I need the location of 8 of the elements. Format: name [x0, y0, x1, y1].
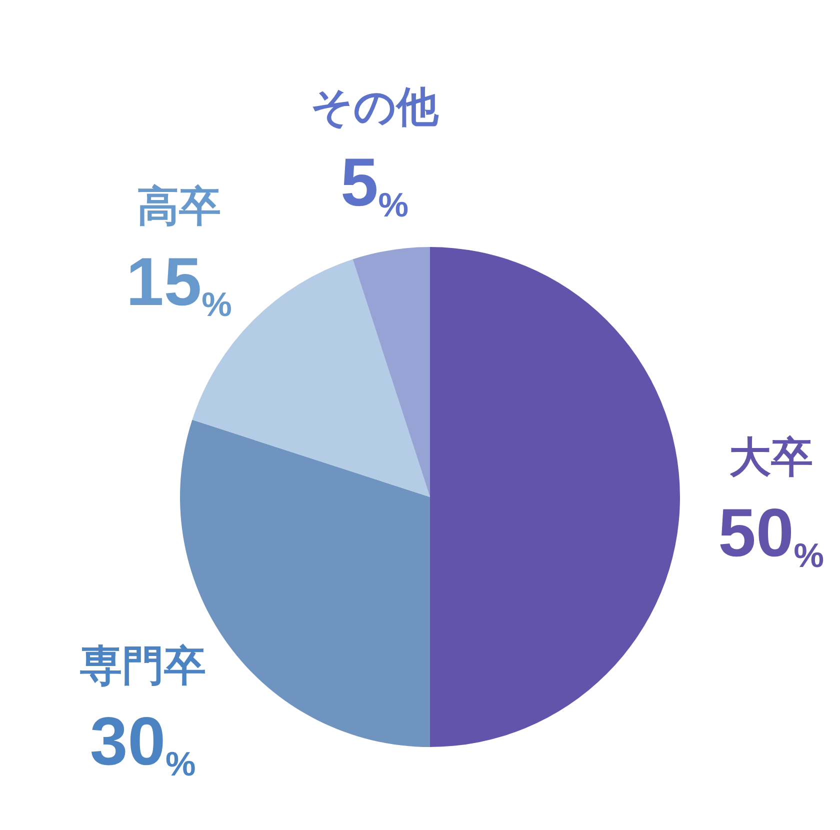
- data-label: 50%: [718, 495, 824, 575]
- data-label: 30%: [90, 704, 196, 784]
- slice-label: 大卒: [729, 432, 814, 482]
- slice-label: 専門卒: [80, 641, 206, 690]
- data-label: 15%: [126, 244, 232, 324]
- data-label: 5%: [340, 144, 408, 224]
- slice-label: その他: [310, 82, 440, 131]
- slice-label: 高卒: [136, 181, 221, 230]
